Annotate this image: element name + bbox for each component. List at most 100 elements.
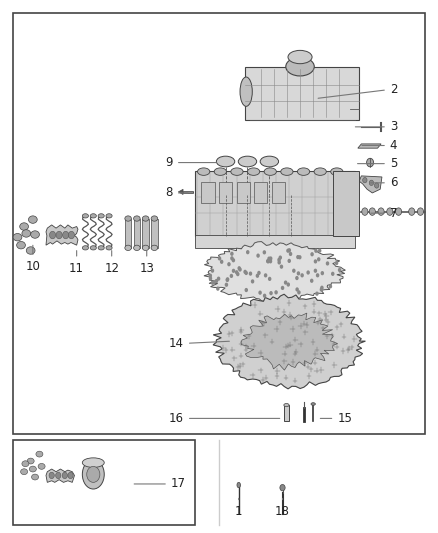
Circle shape <box>56 472 61 479</box>
Ellipse shape <box>98 246 104 250</box>
Ellipse shape <box>32 474 39 480</box>
Circle shape <box>258 290 262 295</box>
Circle shape <box>49 472 54 479</box>
Ellipse shape <box>98 214 104 218</box>
Circle shape <box>49 231 56 239</box>
Circle shape <box>266 259 270 263</box>
Circle shape <box>280 484 285 491</box>
Circle shape <box>230 252 233 256</box>
Circle shape <box>226 278 229 282</box>
Ellipse shape <box>198 168 210 175</box>
Circle shape <box>208 273 212 278</box>
Bar <box>272 182 285 203</box>
Ellipse shape <box>90 246 96 250</box>
Ellipse shape <box>27 458 34 464</box>
Ellipse shape <box>237 482 240 488</box>
Ellipse shape <box>331 168 343 175</box>
Circle shape <box>320 286 324 290</box>
Circle shape <box>211 281 214 285</box>
Ellipse shape <box>82 458 104 467</box>
Circle shape <box>244 271 248 275</box>
Circle shape <box>274 290 278 295</box>
Circle shape <box>269 256 272 261</box>
Circle shape <box>277 260 281 264</box>
Circle shape <box>217 277 220 281</box>
Circle shape <box>289 252 292 256</box>
Circle shape <box>363 177 367 183</box>
Circle shape <box>316 273 319 278</box>
Circle shape <box>225 282 228 287</box>
Text: 8: 8 <box>166 187 188 199</box>
Circle shape <box>269 259 272 263</box>
Ellipse shape <box>214 168 226 175</box>
Circle shape <box>56 231 62 239</box>
Text: 3: 3 <box>355 120 397 133</box>
Ellipse shape <box>22 230 31 237</box>
Circle shape <box>367 158 374 167</box>
Circle shape <box>211 269 214 273</box>
Ellipse shape <box>247 168 260 175</box>
Ellipse shape <box>82 214 88 218</box>
Ellipse shape <box>29 466 36 472</box>
Circle shape <box>256 254 260 258</box>
Circle shape <box>328 284 332 288</box>
Circle shape <box>326 261 329 265</box>
Circle shape <box>318 248 321 253</box>
Circle shape <box>237 266 241 270</box>
Circle shape <box>314 248 318 253</box>
Circle shape <box>311 252 314 256</box>
Bar <box>13 13 425 434</box>
Text: 10: 10 <box>25 245 40 273</box>
Circle shape <box>236 272 240 276</box>
Circle shape <box>280 264 283 269</box>
Circle shape <box>266 259 269 263</box>
Ellipse shape <box>125 245 131 251</box>
Circle shape <box>362 208 368 215</box>
Circle shape <box>315 292 319 296</box>
Polygon shape <box>178 189 183 195</box>
Ellipse shape <box>106 214 112 218</box>
Bar <box>134 219 140 248</box>
Circle shape <box>230 274 233 278</box>
Ellipse shape <box>134 216 140 221</box>
Text: 18: 18 <box>275 498 290 518</box>
Ellipse shape <box>314 168 326 175</box>
Text: 4: 4 <box>362 139 397 152</box>
Ellipse shape <box>240 77 252 107</box>
Circle shape <box>295 287 299 292</box>
Circle shape <box>320 287 323 292</box>
Circle shape <box>281 286 284 290</box>
Circle shape <box>396 208 402 215</box>
Ellipse shape <box>82 246 88 250</box>
Ellipse shape <box>28 216 37 223</box>
Ellipse shape <box>288 50 312 64</box>
Text: 9: 9 <box>166 156 216 169</box>
Circle shape <box>300 273 304 278</box>
Ellipse shape <box>38 463 45 470</box>
Polygon shape <box>46 469 74 482</box>
Circle shape <box>227 262 231 266</box>
Ellipse shape <box>260 156 279 167</box>
Circle shape <box>287 259 291 263</box>
Ellipse shape <box>142 245 149 251</box>
Circle shape <box>297 290 300 295</box>
Ellipse shape <box>82 459 104 489</box>
Circle shape <box>244 288 248 292</box>
Circle shape <box>226 277 230 281</box>
Text: 12: 12 <box>104 251 119 274</box>
Circle shape <box>232 269 235 273</box>
Ellipse shape <box>311 403 315 405</box>
Circle shape <box>387 208 393 215</box>
Circle shape <box>264 273 267 278</box>
Polygon shape <box>46 225 78 245</box>
Bar <box>237 182 250 203</box>
Circle shape <box>288 248 291 252</box>
Circle shape <box>317 257 321 262</box>
Circle shape <box>87 466 100 482</box>
Circle shape <box>256 273 259 278</box>
Circle shape <box>249 271 252 276</box>
Ellipse shape <box>36 451 43 457</box>
Bar <box>254 182 267 203</box>
Ellipse shape <box>142 216 149 221</box>
Bar <box>195 171 355 236</box>
